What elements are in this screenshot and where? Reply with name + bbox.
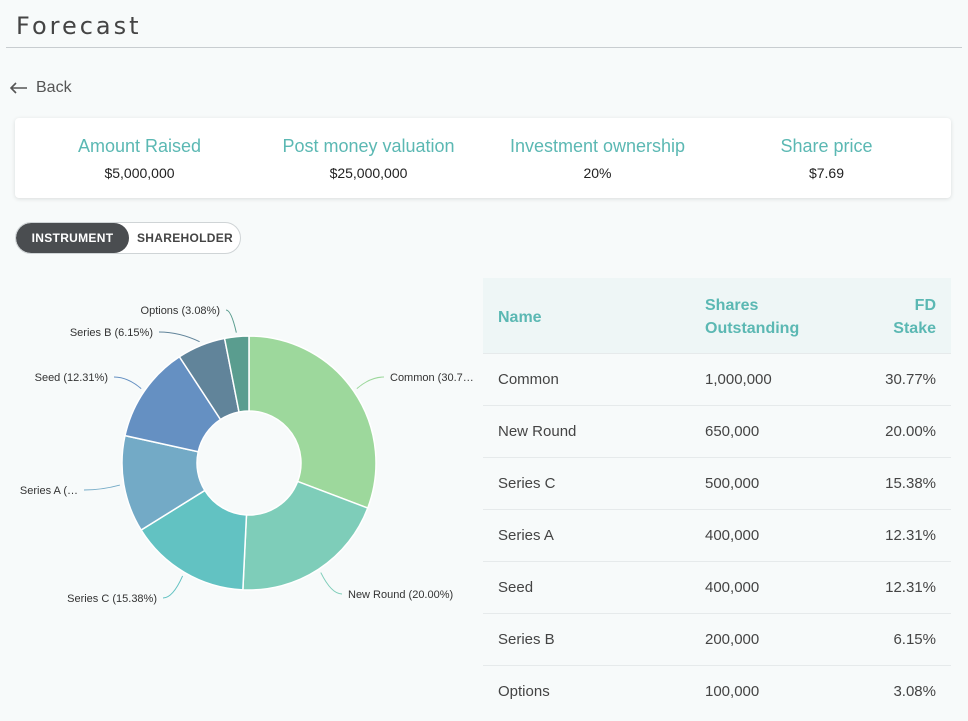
header-stake-line2: Stake: [893, 320, 936, 337]
slice-label: Series A (…: [20, 485, 78, 497]
page-title: Forecast: [16, 12, 142, 40]
slice-label: Series B (6.15%): [70, 327, 153, 339]
slice-label: Seed (12.31%): [35, 372, 108, 384]
cell-shares: 400,000: [705, 579, 760, 596]
toggle-shareholder[interactable]: SHAREHOLDER: [137, 231, 233, 245]
header-stake-line1: FD: [914, 297, 936, 314]
table-row: New Round 650,000 20.00%: [483, 405, 951, 457]
leader-line: [320, 572, 343, 595]
cell-shares: 500,000: [705, 475, 760, 492]
toggle-instrument[interactable]: INSTRUMENT: [16, 223, 129, 253]
pie-slice-series-c[interactable]: [140, 489, 248, 591]
cell-name: Series A: [498, 527, 554, 544]
cell-stake: 12.31%: [885, 527, 936, 544]
pie-slice-options[interactable]: [223, 335, 250, 413]
back-button[interactable]: Back: [10, 79, 72, 97]
cell-name: Series B: [498, 631, 555, 648]
metric-value: 20%: [583, 165, 612, 181]
slice-label: Common (30.7…: [390, 372, 474, 384]
cell-shares: 400,000: [705, 527, 760, 544]
metric-investment-ownership: Investment ownership 20%: [483, 136, 712, 181]
leader-line: [162, 575, 184, 599]
cell-stake: 6.15%: [893, 631, 936, 648]
header-fd-stake: FD Stake: [893, 294, 936, 340]
metric-label: Share price: [780, 136, 873, 156]
metric-value: $25,000,000: [329, 165, 408, 181]
table-row: Series A 400,000 12.31%: [483, 509, 951, 561]
table-header: Name Shares Outstanding FD Stake: [483, 278, 951, 353]
metric-post-money-valuation: Post money valuation $25,000,000: [254, 136, 483, 181]
header-name: Name: [498, 309, 542, 326]
table-row: Common 1,000,000 30.77%: [483, 353, 951, 405]
cell-shares: 100,000: [705, 683, 760, 700]
ownership-donut-chart: Common (30.7… New Round (20.00%) Series C …: [20, 305, 474, 605]
pie-slice-common[interactable]: [248, 335, 377, 510]
table-row: Options 100,000 3.08%: [483, 665, 951, 717]
cell-stake: 20.00%: [885, 423, 936, 440]
cell-name: Seed: [498, 579, 534, 596]
metric-value: $7.69: [808, 165, 845, 181]
header-shares-line1: Shares: [705, 297, 759, 314]
header-shares-line2: Outstanding: [705, 320, 800, 337]
cap-table: Name Shares Outstanding FD Stake Common …: [483, 278, 951, 717]
cell-name: Options: [498, 683, 550, 700]
metric-share-price: Share price $7.69: [712, 136, 941, 181]
cell-name: Common: [498, 371, 559, 388]
table-row: Series C 500,000 15.38%: [483, 457, 951, 509]
cell-shares: 1,000,000: [705, 371, 772, 388]
leader-line: [113, 376, 142, 389]
metric-label: Post money valuation: [282, 136, 455, 156]
view-toggle: INSTRUMENT SHAREHOLDER: [15, 222, 241, 254]
metric-value: $5,000,000: [104, 165, 175, 181]
slice-label: Series C (15.38%): [67, 593, 157, 605]
cell-stake: 3.08%: [893, 683, 936, 700]
cell-shares: 200,000: [705, 631, 760, 648]
cell-name: New Round: [498, 423, 577, 440]
leader-line: [158, 331, 200, 343]
leader-line: [83, 484, 121, 491]
metric-amount-raised: Amount Raised $5,000,000: [25, 136, 254, 181]
metric-label: Amount Raised: [77, 136, 202, 156]
leader-line: [225, 309, 237, 333]
slice-label: New Round (20.00%): [348, 589, 453, 601]
cell-name: Series C: [498, 475, 556, 492]
summary-card: Amount Raised $5,000,000 Post money valu…: [15, 118, 951, 198]
pie-slice-new-round[interactable]: [242, 480, 369, 591]
leader-line: [356, 376, 385, 389]
cell-stake: 12.31%: [885, 579, 936, 596]
header-shares-outstanding: Shares Outstanding: [705, 294, 799, 340]
arrow-left-icon: [10, 82, 27, 94]
cell-stake: 15.38%: [885, 475, 936, 492]
table-row: Seed 400,000 12.31%: [483, 561, 951, 613]
cell-shares: 650,000: [705, 423, 760, 440]
metric-label: Investment ownership: [509, 136, 686, 156]
table-row: Series B 200,000 6.15%: [483, 613, 951, 665]
back-label: Back: [36, 79, 72, 96]
cell-stake: 30.77%: [885, 371, 936, 388]
title-divider: [6, 47, 962, 48]
slice-label: Options (3.08%): [141, 305, 220, 317]
